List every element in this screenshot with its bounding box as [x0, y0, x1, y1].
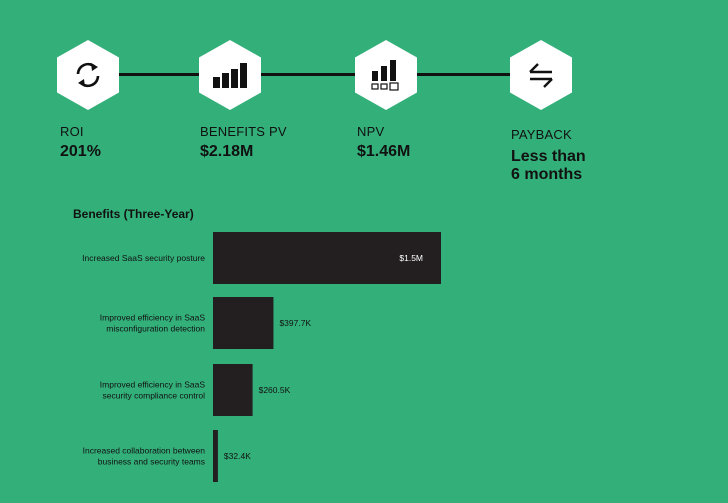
bar-value-label: $1.5M — [399, 253, 423, 263]
bar-chart-units-icon — [355, 40, 417, 110]
bar-value-label: $32.4K — [224, 451, 251, 461]
metric-value: $1.46M — [357, 143, 411, 160]
bar — [213, 364, 253, 416]
metric-benefits-pv: BENEFITS PV $2.18M — [200, 124, 287, 161]
bar — [213, 430, 218, 482]
metric-label: NPV — [357, 124, 385, 139]
metric-label: BENEFITS PV — [200, 124, 287, 139]
metric-roi: ROI 201% — [60, 124, 101, 161]
category-label: security compliance control — [102, 391, 205, 401]
metric-label: PAYBACK — [511, 127, 572, 142]
bar-value-label: $260.5K — [259, 385, 291, 395]
category-label: Improved efficiency in SaaS — [100, 380, 206, 390]
metric-value-line2: 6 months — [511, 166, 583, 183]
category-label: business and security teams — [98, 457, 205, 467]
chart-title: Benefits (Three-Year) — [73, 207, 194, 221]
bar — [213, 232, 441, 284]
metric-label: ROI — [60, 124, 84, 139]
metric-npv: NPV $1.46M — [357, 124, 410, 161]
metric-value: 201% — [60, 143, 101, 160]
bar-value-label: $397.7K — [279, 318, 311, 328]
category-label: Improved efficiency in SaaS — [100, 313, 206, 323]
category-label: Increased collaboration between — [83, 446, 206, 456]
metric-value-line1: Less than — [511, 148, 586, 165]
timeline-connector — [88, 73, 540, 76]
metric-payback: PAYBACK Less than 6 months — [511, 127, 586, 184]
category-label: Increased SaaS security posture — [82, 253, 205, 263]
bar — [213, 297, 274, 349]
metric-value: $2.18M — [200, 143, 254, 160]
category-label: misconfiguration detection — [106, 324, 205, 334]
